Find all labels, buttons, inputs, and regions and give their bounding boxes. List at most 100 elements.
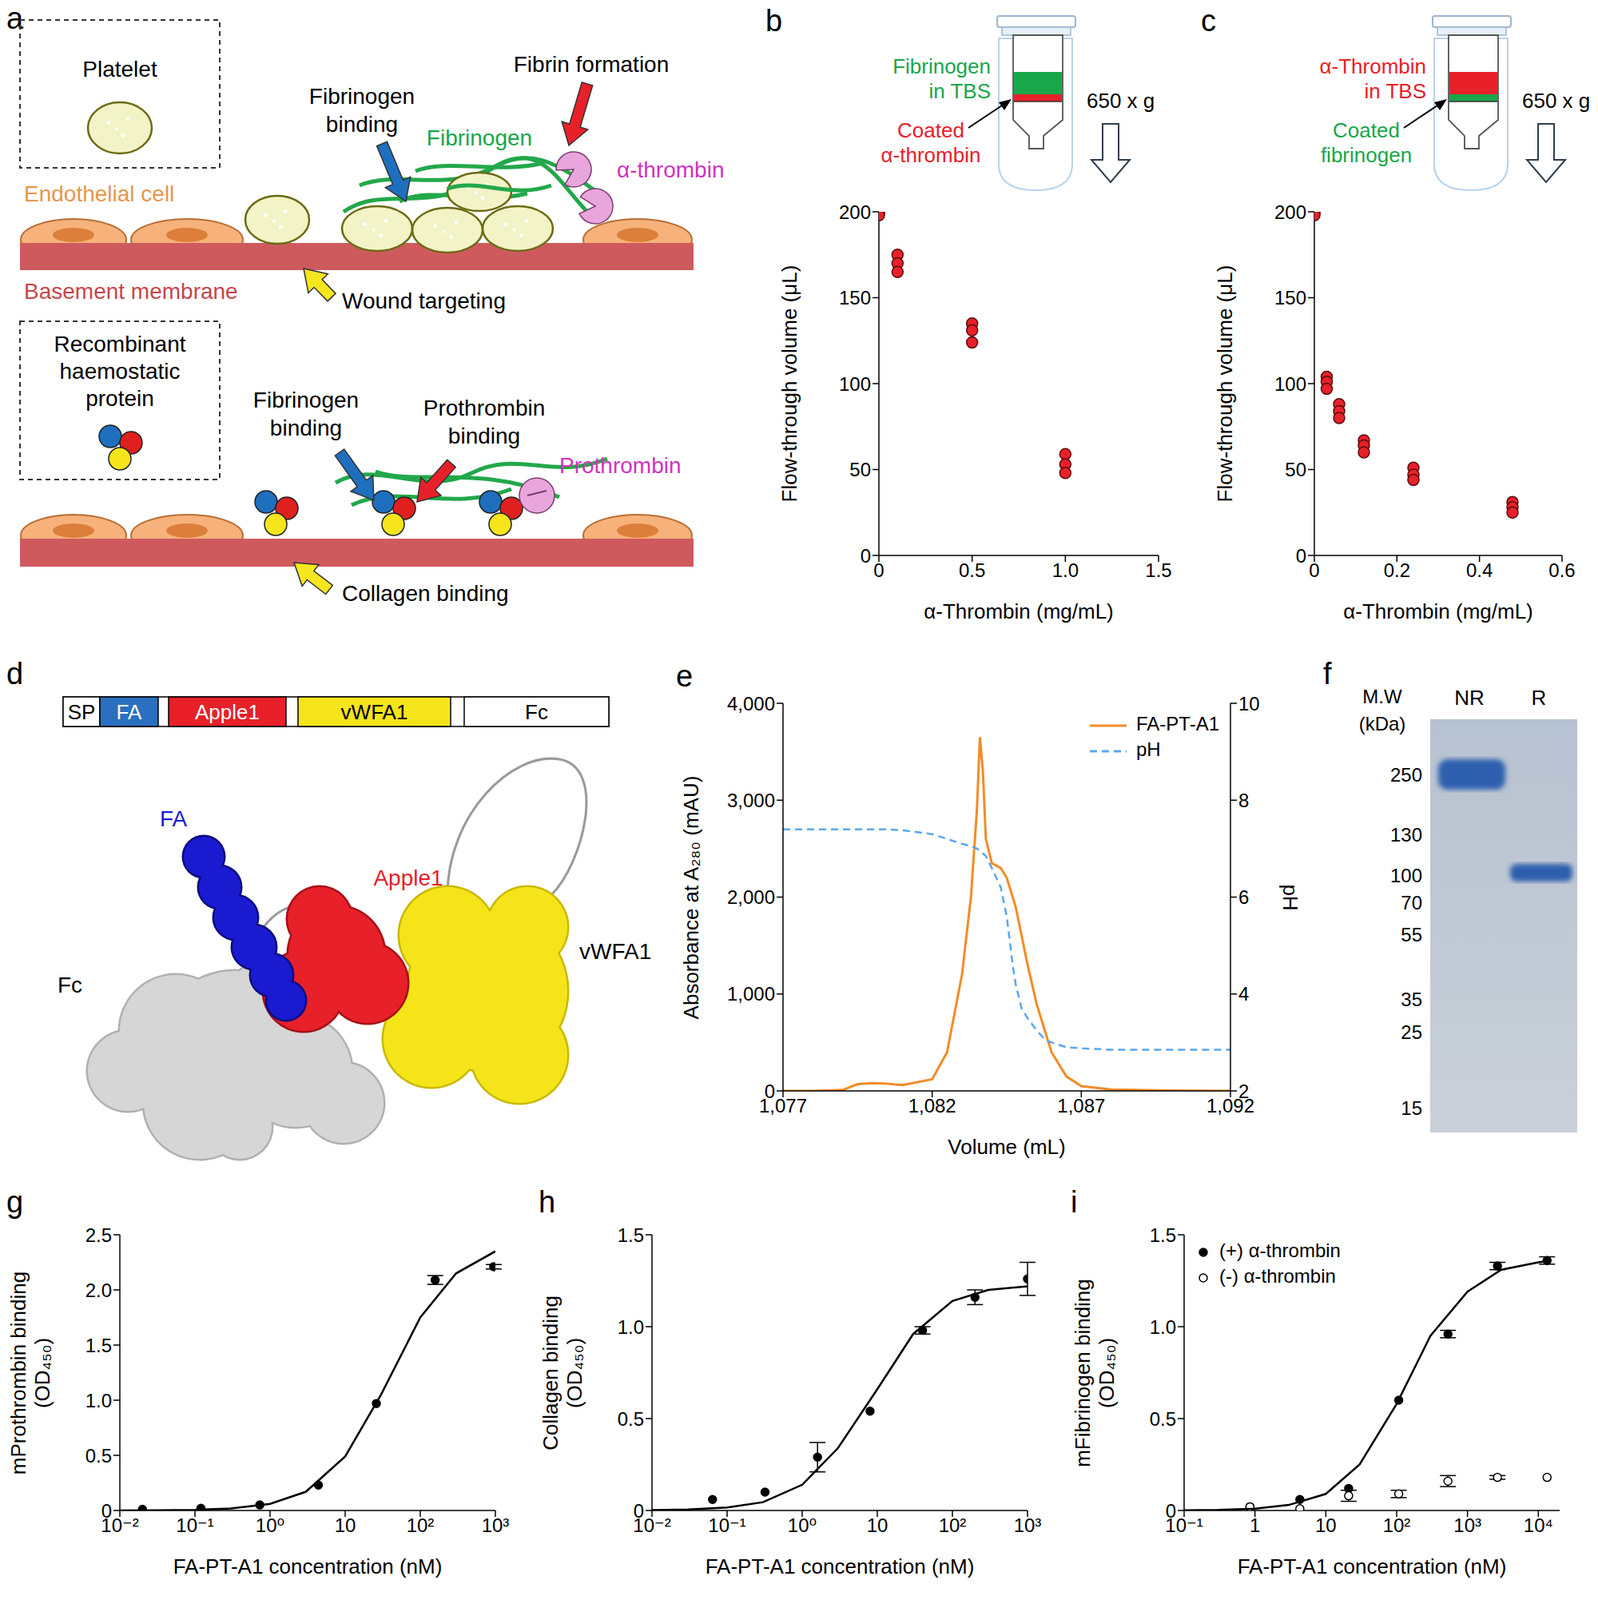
svg-text:100: 100 bbox=[1390, 864, 1423, 887]
svg-text:4,000: 4,000 bbox=[727, 692, 776, 715]
svg-text:Coated: Coated bbox=[1332, 118, 1400, 143]
svg-text:8: 8 bbox=[1238, 789, 1249, 811]
svg-text:R: R bbox=[1531, 685, 1547, 710]
svg-text:α-thrombin: α-thrombin bbox=[881, 143, 982, 167]
svg-text:Fc: Fc bbox=[57, 972, 83, 998]
svg-text:in TBS: in TBS bbox=[928, 79, 991, 104]
svg-text:Platelet: Platelet bbox=[82, 56, 158, 82]
svg-text:in TBS: in TBS bbox=[1363, 79, 1427, 104]
svg-text:1.5: 1.5 bbox=[85, 1334, 112, 1356]
svg-text:f: f bbox=[1323, 656, 1332, 691]
svg-text:4: 4 bbox=[1238, 982, 1249, 1005]
svg-text:10: 10 bbox=[1315, 1514, 1337, 1536]
svg-text:Prothrombin: Prothrombin bbox=[423, 395, 546, 421]
svg-text:Apple1: Apple1 bbox=[194, 699, 260, 724]
svg-text:Collagen binding: Collagen binding bbox=[341, 580, 509, 606]
svg-text:0.5: 0.5 bbox=[617, 1407, 644, 1430]
svg-text:200: 200 bbox=[1274, 201, 1307, 223]
svg-text:2.5: 2.5 bbox=[85, 1224, 112, 1246]
svg-text:1.5: 1.5 bbox=[1144, 559, 1172, 581]
svg-text:55: 55 bbox=[1400, 923, 1423, 946]
svg-text:0: 0 bbox=[873, 559, 884, 581]
svg-text:0: 0 bbox=[1308, 559, 1320, 581]
svg-text:1.5: 1.5 bbox=[617, 1224, 644, 1246]
svg-text:2,000: 2,000 bbox=[727, 886, 776, 908]
svg-text:haemostatic: haemostatic bbox=[59, 358, 181, 384]
svg-text:Fibrinogen: Fibrinogen bbox=[426, 125, 533, 151]
svg-text:Fibrinogen: Fibrinogen bbox=[309, 83, 415, 109]
svg-text:binding: binding bbox=[270, 415, 342, 441]
svg-text:Wound targeting: Wound targeting bbox=[341, 288, 506, 314]
svg-text:10²: 10² bbox=[938, 1514, 967, 1536]
svg-text:50: 50 bbox=[849, 458, 871, 481]
svg-text:NR: NR bbox=[1454, 685, 1485, 710]
svg-text:650 x g: 650 x g bbox=[1522, 88, 1591, 113]
svg-text:650 x g: 650 x g bbox=[1086, 88, 1155, 113]
svg-text:10: 10 bbox=[1238, 692, 1261, 715]
svg-text:1,087: 1,087 bbox=[1057, 1094, 1106, 1117]
svg-text:0: 0 bbox=[101, 1499, 112, 1522]
svg-text:fibrinogen: fibrinogen bbox=[1320, 143, 1412, 167]
svg-text:1.0: 1.0 bbox=[1052, 559, 1079, 581]
svg-text:0: 0 bbox=[633, 1499, 644, 1522]
svg-text:0.5: 0.5 bbox=[958, 559, 986, 581]
svg-text:150: 150 bbox=[838, 286, 871, 309]
svg-text:SP: SP bbox=[67, 699, 96, 724]
svg-text:1.0: 1.0 bbox=[85, 1389, 112, 1412]
svg-text:10⁰: 10⁰ bbox=[787, 1514, 817, 1536]
svg-text:15: 15 bbox=[1400, 1097, 1423, 1119]
svg-text:1,082: 1,082 bbox=[908, 1094, 957, 1117]
svg-text:10²: 10² bbox=[1383, 1514, 1412, 1536]
svg-text:150: 150 bbox=[1274, 286, 1307, 309]
svg-text:0: 0 bbox=[1165, 1499, 1177, 1522]
svg-text:10³: 10³ bbox=[1013, 1514, 1042, 1536]
svg-text:130: 130 bbox=[1390, 823, 1423, 846]
svg-text:10: 10 bbox=[866, 1514, 889, 1536]
svg-text:0: 0 bbox=[764, 1080, 776, 1102]
svg-text:protein: protein bbox=[85, 385, 155, 411]
svg-text:50: 50 bbox=[1284, 458, 1307, 481]
svg-text:Coated: Coated bbox=[897, 118, 965, 143]
svg-text:10⁻¹: 10⁻¹ bbox=[707, 1514, 746, 1536]
svg-text:1.5: 1.5 bbox=[1149, 1224, 1177, 1246]
svg-text:Endothelial cell: Endothelial cell bbox=[23, 181, 175, 207]
svg-text:1.0: 1.0 bbox=[1149, 1315, 1177, 1338]
svg-text:d: d bbox=[6, 656, 24, 691]
svg-text:0: 0 bbox=[1295, 544, 1307, 567]
svg-text:vWFA1: vWFA1 bbox=[579, 938, 652, 964]
svg-text:Basement membrane: Basement membrane bbox=[23, 278, 239, 304]
svg-text:1: 1 bbox=[1249, 1514, 1261, 1536]
svg-text:10⁰: 10⁰ bbox=[255, 1514, 285, 1536]
svg-text:0.5: 0.5 bbox=[1149, 1407, 1177, 1430]
svg-text:FA: FA bbox=[116, 699, 143, 724]
svg-text:binding: binding bbox=[448, 423, 521, 449]
svg-text:0.2: 0.2 bbox=[1383, 559, 1411, 581]
svg-text:200: 200 bbox=[838, 201, 871, 223]
svg-text:10³: 10³ bbox=[481, 1514, 510, 1536]
svg-text:Fibrin formation: Fibrin formation bbox=[513, 51, 670, 77]
svg-text:1,000: 1,000 bbox=[727, 982, 776, 1005]
svg-text:vWFA1: vWFA1 bbox=[341, 699, 409, 724]
svg-text:0: 0 bbox=[860, 544, 871, 567]
svg-text:2: 2 bbox=[1238, 1080, 1249, 1102]
svg-text:Prothrombin: Prothrombin bbox=[559, 453, 682, 478]
svg-text:binding: binding bbox=[325, 111, 398, 137]
svg-text:10⁴: 10⁴ bbox=[1523, 1514, 1554, 1536]
svg-text:70: 70 bbox=[1400, 891, 1423, 914]
svg-text:100: 100 bbox=[838, 373, 871, 395]
svg-text:3,000: 3,000 bbox=[727, 789, 776, 811]
svg-text:Fc: Fc bbox=[524, 699, 549, 724]
svg-text:0.4: 0.4 bbox=[1466, 559, 1493, 581]
svg-text:100: 100 bbox=[1274, 373, 1307, 395]
svg-text:0.5: 0.5 bbox=[85, 1444, 112, 1467]
svg-text:Fibrinogen: Fibrinogen bbox=[892, 54, 991, 79]
svg-text:6: 6 bbox=[1238, 886, 1249, 908]
svg-text:M.W: M.W bbox=[1362, 685, 1403, 708]
svg-text:α-thrombin: α-thrombin bbox=[616, 157, 724, 183]
svg-text:Fibrinogen: Fibrinogen bbox=[253, 387, 359, 413]
svg-text:a: a bbox=[6, 1, 24, 36]
svg-text:25: 25 bbox=[1400, 1021, 1423, 1043]
svg-text:10²: 10² bbox=[406, 1514, 435, 1536]
svg-text:(kDa): (kDa) bbox=[1359, 712, 1407, 735]
svg-text:0.6: 0.6 bbox=[1548, 559, 1575, 581]
